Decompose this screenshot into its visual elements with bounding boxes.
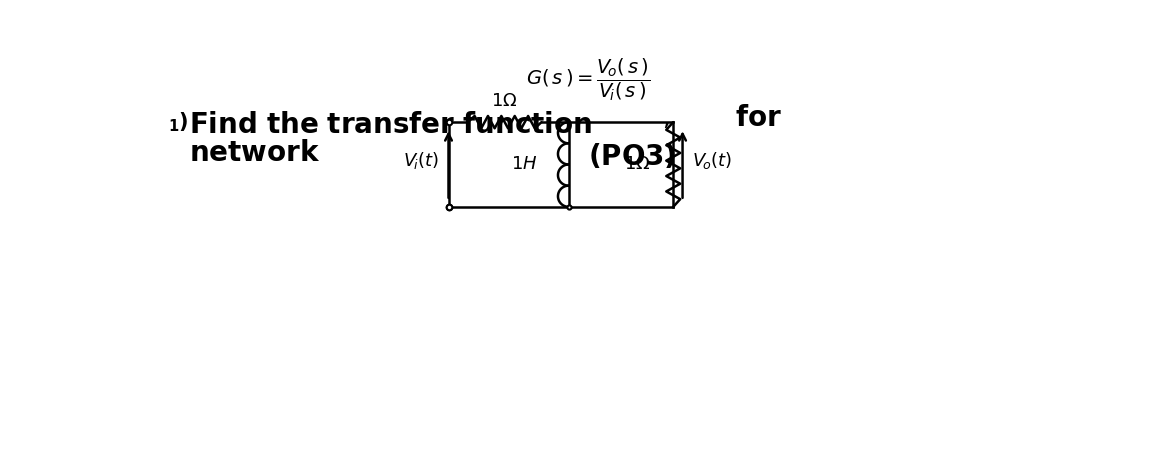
Text: $1\Omega$: $1\Omega$ <box>491 92 518 110</box>
Text: $\mathbf{_1)}$: $\mathbf{_1)}$ <box>168 110 188 134</box>
Text: $\mathbf{for}$: $\mathbf{for}$ <box>735 104 782 132</box>
Text: $\mathbf{(PO3)}$: $\mathbf{(PO3)}$ <box>589 142 676 171</box>
Text: $\mathbf{network}$: $\mathbf{network}$ <box>188 139 321 167</box>
Text: $1H$: $1H$ <box>511 156 538 173</box>
Text: $1\Omega$: $1\Omega$ <box>624 156 651 173</box>
Text: $\mathbf{Find\ the\ transfer\ function}$: $\mathbf{Find\ the\ transfer\ function}$ <box>188 110 592 138</box>
Text: $V_{\!o}(t)$: $V_{\!o}(t)$ <box>691 150 732 171</box>
Text: $G(\,s\,) = \dfrac{V_{\!o}(\,s\,)}{V_{\!i}(\,s\,)}$: $G(\,s\,) = \dfrac{V_{\!o}(\,s\,)}{V_{\!… <box>526 56 651 103</box>
Text: $V_{\!i}(t)$: $V_{\!i}(t)$ <box>404 150 439 171</box>
Text: ,: , <box>661 106 669 130</box>
